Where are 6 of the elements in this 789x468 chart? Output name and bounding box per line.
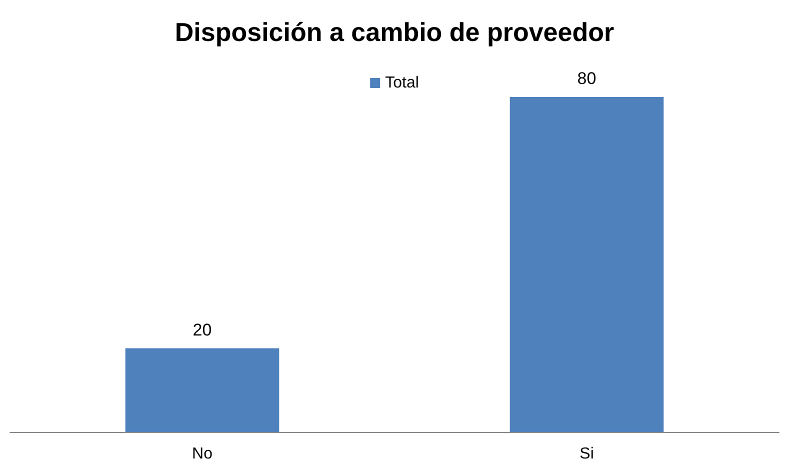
legend-label: Total bbox=[385, 74, 419, 92]
chart-title: Disposición a cambio de proveedor bbox=[174, 17, 614, 47]
x-tick-label: No bbox=[192, 446, 213, 462]
data-label: 80 bbox=[577, 69, 596, 88]
x-tick-label: Si bbox=[580, 446, 594, 462]
data-label: 20 bbox=[192, 320, 212, 340]
